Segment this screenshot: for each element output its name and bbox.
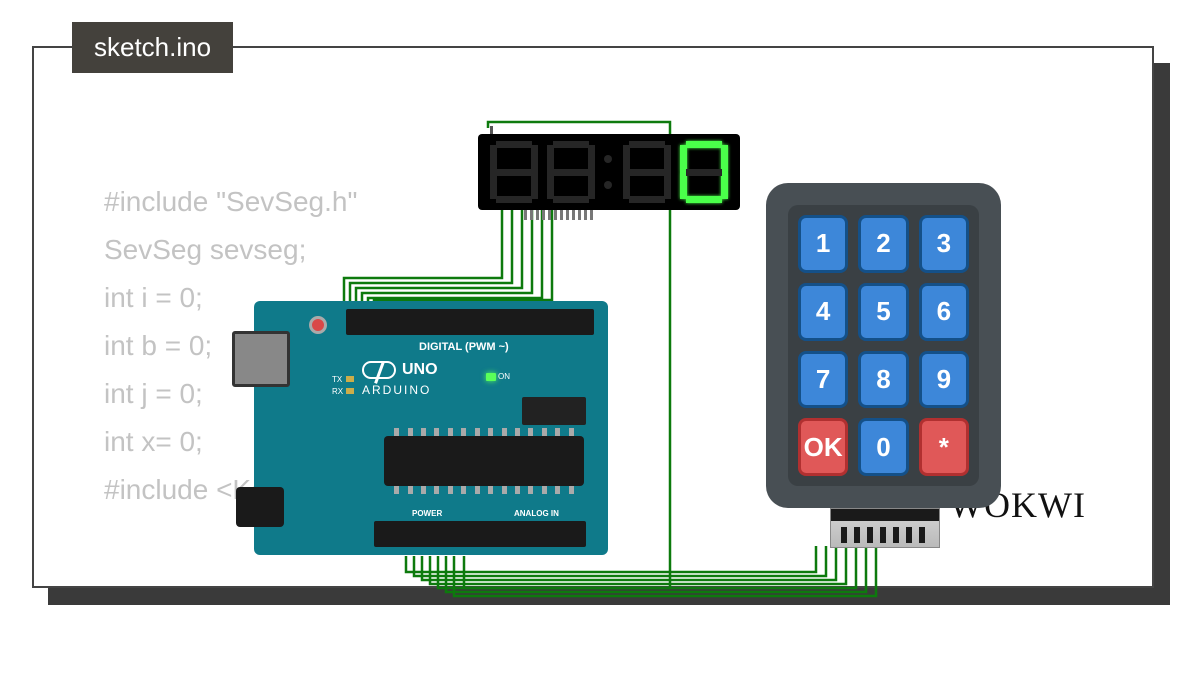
digit-1 xyxy=(490,141,538,203)
atmega-chip xyxy=(384,436,584,486)
rx-label: RX xyxy=(332,387,343,396)
code-line: SevSeg sevseg; xyxy=(104,226,367,274)
key-star[interactable]: * xyxy=(919,418,969,476)
filename-tab[interactable]: sketch.ino xyxy=(72,22,233,73)
digital-label: DIGITAL (PWM ~) xyxy=(419,341,509,353)
key-9[interactable]: 9 xyxy=(919,351,969,409)
key-ok[interactable]: OK xyxy=(798,418,848,476)
reset-button[interactable] xyxy=(309,316,327,334)
brand-label: ARDUINO xyxy=(362,383,431,397)
power-label: POWER xyxy=(412,509,442,518)
tx-led xyxy=(346,376,354,382)
digit-3 xyxy=(623,141,671,203)
display-pins-top xyxy=(490,126,493,134)
key-5[interactable]: 5 xyxy=(858,283,908,341)
digit-4 xyxy=(680,141,728,203)
on-led xyxy=(486,373,496,381)
keypad-connector xyxy=(830,508,940,548)
key-6[interactable]: 6 xyxy=(919,283,969,341)
key-7[interactable]: 7 xyxy=(798,351,848,409)
key-1[interactable]: 1 xyxy=(798,215,848,273)
arduino-board[interactable]: DIGITAL (PWM ~) UNO ARDUINO TX RX ON POW… xyxy=(254,301,608,555)
seven-segment-display[interactable] xyxy=(478,134,740,210)
chip-pins xyxy=(384,428,584,436)
power-jack xyxy=(236,487,284,527)
digit-2 xyxy=(547,141,595,203)
chip-pins xyxy=(384,486,584,494)
display-pins-bottom xyxy=(524,210,593,220)
tx-label: TX xyxy=(332,375,342,384)
keypad-grid: 1 2 3 4 5 6 7 8 9 OK 0 * xyxy=(788,205,979,486)
on-label: ON xyxy=(498,372,510,381)
usb-port xyxy=(232,331,290,387)
power-analog-header xyxy=(374,521,586,547)
icsp-header xyxy=(522,397,586,425)
code-line: #include "SevSeg.h" xyxy=(104,178,367,226)
keypad[interactable]: 1 2 3 4 5 6 7 8 9 OK 0 * xyxy=(766,183,1001,508)
key-8[interactable]: 8 xyxy=(858,351,908,409)
key-3[interactable]: 3 xyxy=(919,215,969,273)
digital-header xyxy=(346,309,594,335)
key-2[interactable]: 2 xyxy=(858,215,908,273)
rx-led xyxy=(346,388,354,394)
analog-label: ANALOG IN xyxy=(514,509,559,518)
model-label: UNO xyxy=(402,361,438,379)
colon xyxy=(604,155,614,189)
arduino-logo-icon xyxy=(362,361,396,379)
key-4[interactable]: 4 xyxy=(798,283,848,341)
simulator-card: #include "SevSeg.h" SevSeg sevseg; int i… xyxy=(32,46,1154,588)
key-0[interactable]: 0 xyxy=(858,418,908,476)
